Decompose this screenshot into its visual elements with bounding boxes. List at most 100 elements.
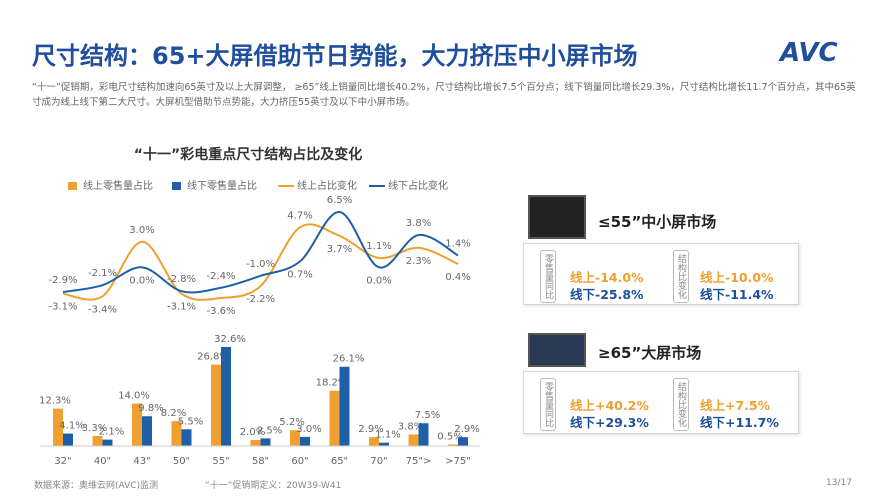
bar-label: 26.1% [333, 354, 365, 365]
panel-title: ≥65”大屏市场 [598, 344, 702, 362]
bar [418, 423, 429, 446]
line-label: -3.6% [206, 306, 235, 317]
bar [63, 433, 73, 446]
line-label: 0.4% [445, 272, 470, 283]
line-label: 1.4% [445, 238, 470, 249]
x-tick-label: 58" [252, 456, 269, 467]
page-number: 13/17 [826, 478, 852, 488]
line-label: 0.0% [129, 275, 154, 286]
legend-label: 线上占比变化 [297, 179, 357, 192]
legend-label: 线下占比变化 [388, 179, 448, 192]
line-label: 3.8% [406, 218, 431, 229]
bar [53, 408, 63, 446]
description: “十一”促销期，彩电尺寸结构加速向65英寸及以上大屏调整， ≥65”线上销量同比… [32, 82, 856, 108]
metric-label: 零售量同比 [540, 378, 556, 431]
bar [408, 434, 419, 446]
bar-label: 2.0% [240, 427, 265, 438]
tv-icon [528, 195, 586, 239]
metric-online: 线上+7.5% [700, 398, 771, 413]
bar [339, 366, 350, 446]
line-label: 3.7% [327, 244, 352, 255]
metric-offline: 线下+11.7% [700, 415, 779, 430]
metric-offline: 线下-11.4% [700, 287, 774, 302]
metric-online: 线上-14.0% [570, 270, 644, 285]
bar [181, 429, 192, 446]
bar [211, 364, 221, 446]
line [62, 223, 459, 301]
bar-label: 14.0% [118, 390, 150, 401]
line-label: 6.5% [327, 195, 352, 206]
bar-label: 5.2% [279, 417, 304, 428]
bar [329, 390, 340, 446]
panel-box [523, 243, 799, 305]
bar-label: 5.5% [178, 416, 203, 427]
panel-title: ≤55”中小屏市场 [598, 213, 717, 231]
footer-definition: “十一”促销期定义：20W39-W41 [205, 481, 342, 491]
bar [290, 430, 300, 446]
line-label: -3.4% [88, 304, 117, 315]
bar [142, 416, 152, 446]
bar-label: 0.5% [437, 431, 462, 442]
chart-title: “十一”彩电重点尺寸结构占比及变化 [134, 146, 362, 163]
bar [221, 347, 231, 446]
bar-label: 3.3% [82, 423, 107, 434]
bar-label: 12.3% [39, 396, 71, 407]
bar [369, 437, 379, 446]
x-tick-label: 70" [370, 456, 387, 467]
bar-label: 2.9% [358, 424, 383, 435]
bar [102, 439, 113, 446]
bar-label: 3.8% [398, 421, 423, 432]
bar-label: 32.6% [214, 334, 246, 345]
x-tick-label: 55" [212, 456, 229, 467]
x-tick-label: 32" [54, 456, 71, 467]
legend-swatch [68, 182, 77, 190]
bar-label: 4.1% [59, 421, 84, 432]
x-tick-label: >75" [445, 456, 471, 467]
bar-label: 7.5% [415, 410, 440, 421]
metric-label: 结构比变化 [673, 378, 689, 431]
bar-label: 9.8% [138, 403, 163, 414]
line-label: 1.1% [366, 241, 391, 252]
line-label: -1.0% [246, 259, 275, 270]
line-label: 0.0% [366, 275, 391, 286]
line-label: -3.1% [167, 302, 196, 313]
bar [448, 444, 458, 446]
line-label: -3.1% [48, 302, 77, 313]
bar-label: 1.1% [375, 430, 400, 441]
line-label: 2.3% [406, 256, 431, 267]
line-label: 4.7% [287, 210, 312, 221]
metric-offline: 线下+29.3% [570, 415, 649, 430]
bar [132, 403, 142, 446]
legend-label: 线上零售量占比 [83, 179, 153, 192]
line-label: -2.4% [206, 271, 235, 282]
metric-label: 零售量同比 [540, 250, 556, 303]
x-tick-label: 43" [133, 456, 150, 467]
x-tick-label: 60" [291, 456, 308, 467]
panel-box [523, 371, 799, 434]
bar-label: 2.1% [99, 427, 124, 438]
metric-online: 线上-10.0% [700, 270, 774, 285]
line-label: -2.1% [88, 268, 117, 279]
x-tick-label: 65" [331, 456, 348, 467]
bar [171, 421, 182, 446]
bar-label: 26.8% [197, 352, 229, 363]
line-label: 0.7% [287, 269, 312, 280]
metric-offline: 线下-25.8% [570, 287, 644, 302]
bar-label: 2.5% [257, 425, 282, 436]
bar [250, 439, 261, 446]
bar-label: 18.2% [316, 378, 348, 389]
bar [260, 438, 271, 446]
bar-label: 3.0% [296, 424, 321, 435]
bar [379, 442, 389, 446]
legend-swatch [172, 182, 181, 190]
bar [92, 435, 103, 446]
bar-label: 2.9% [454, 424, 479, 435]
x-tick-label: 50" [173, 456, 190, 467]
line-label: 3.0% [129, 225, 154, 236]
line [62, 210, 459, 294]
metric-online: 线上+40.2% [570, 398, 649, 413]
tv-icon [528, 333, 586, 367]
bar [300, 436, 310, 446]
